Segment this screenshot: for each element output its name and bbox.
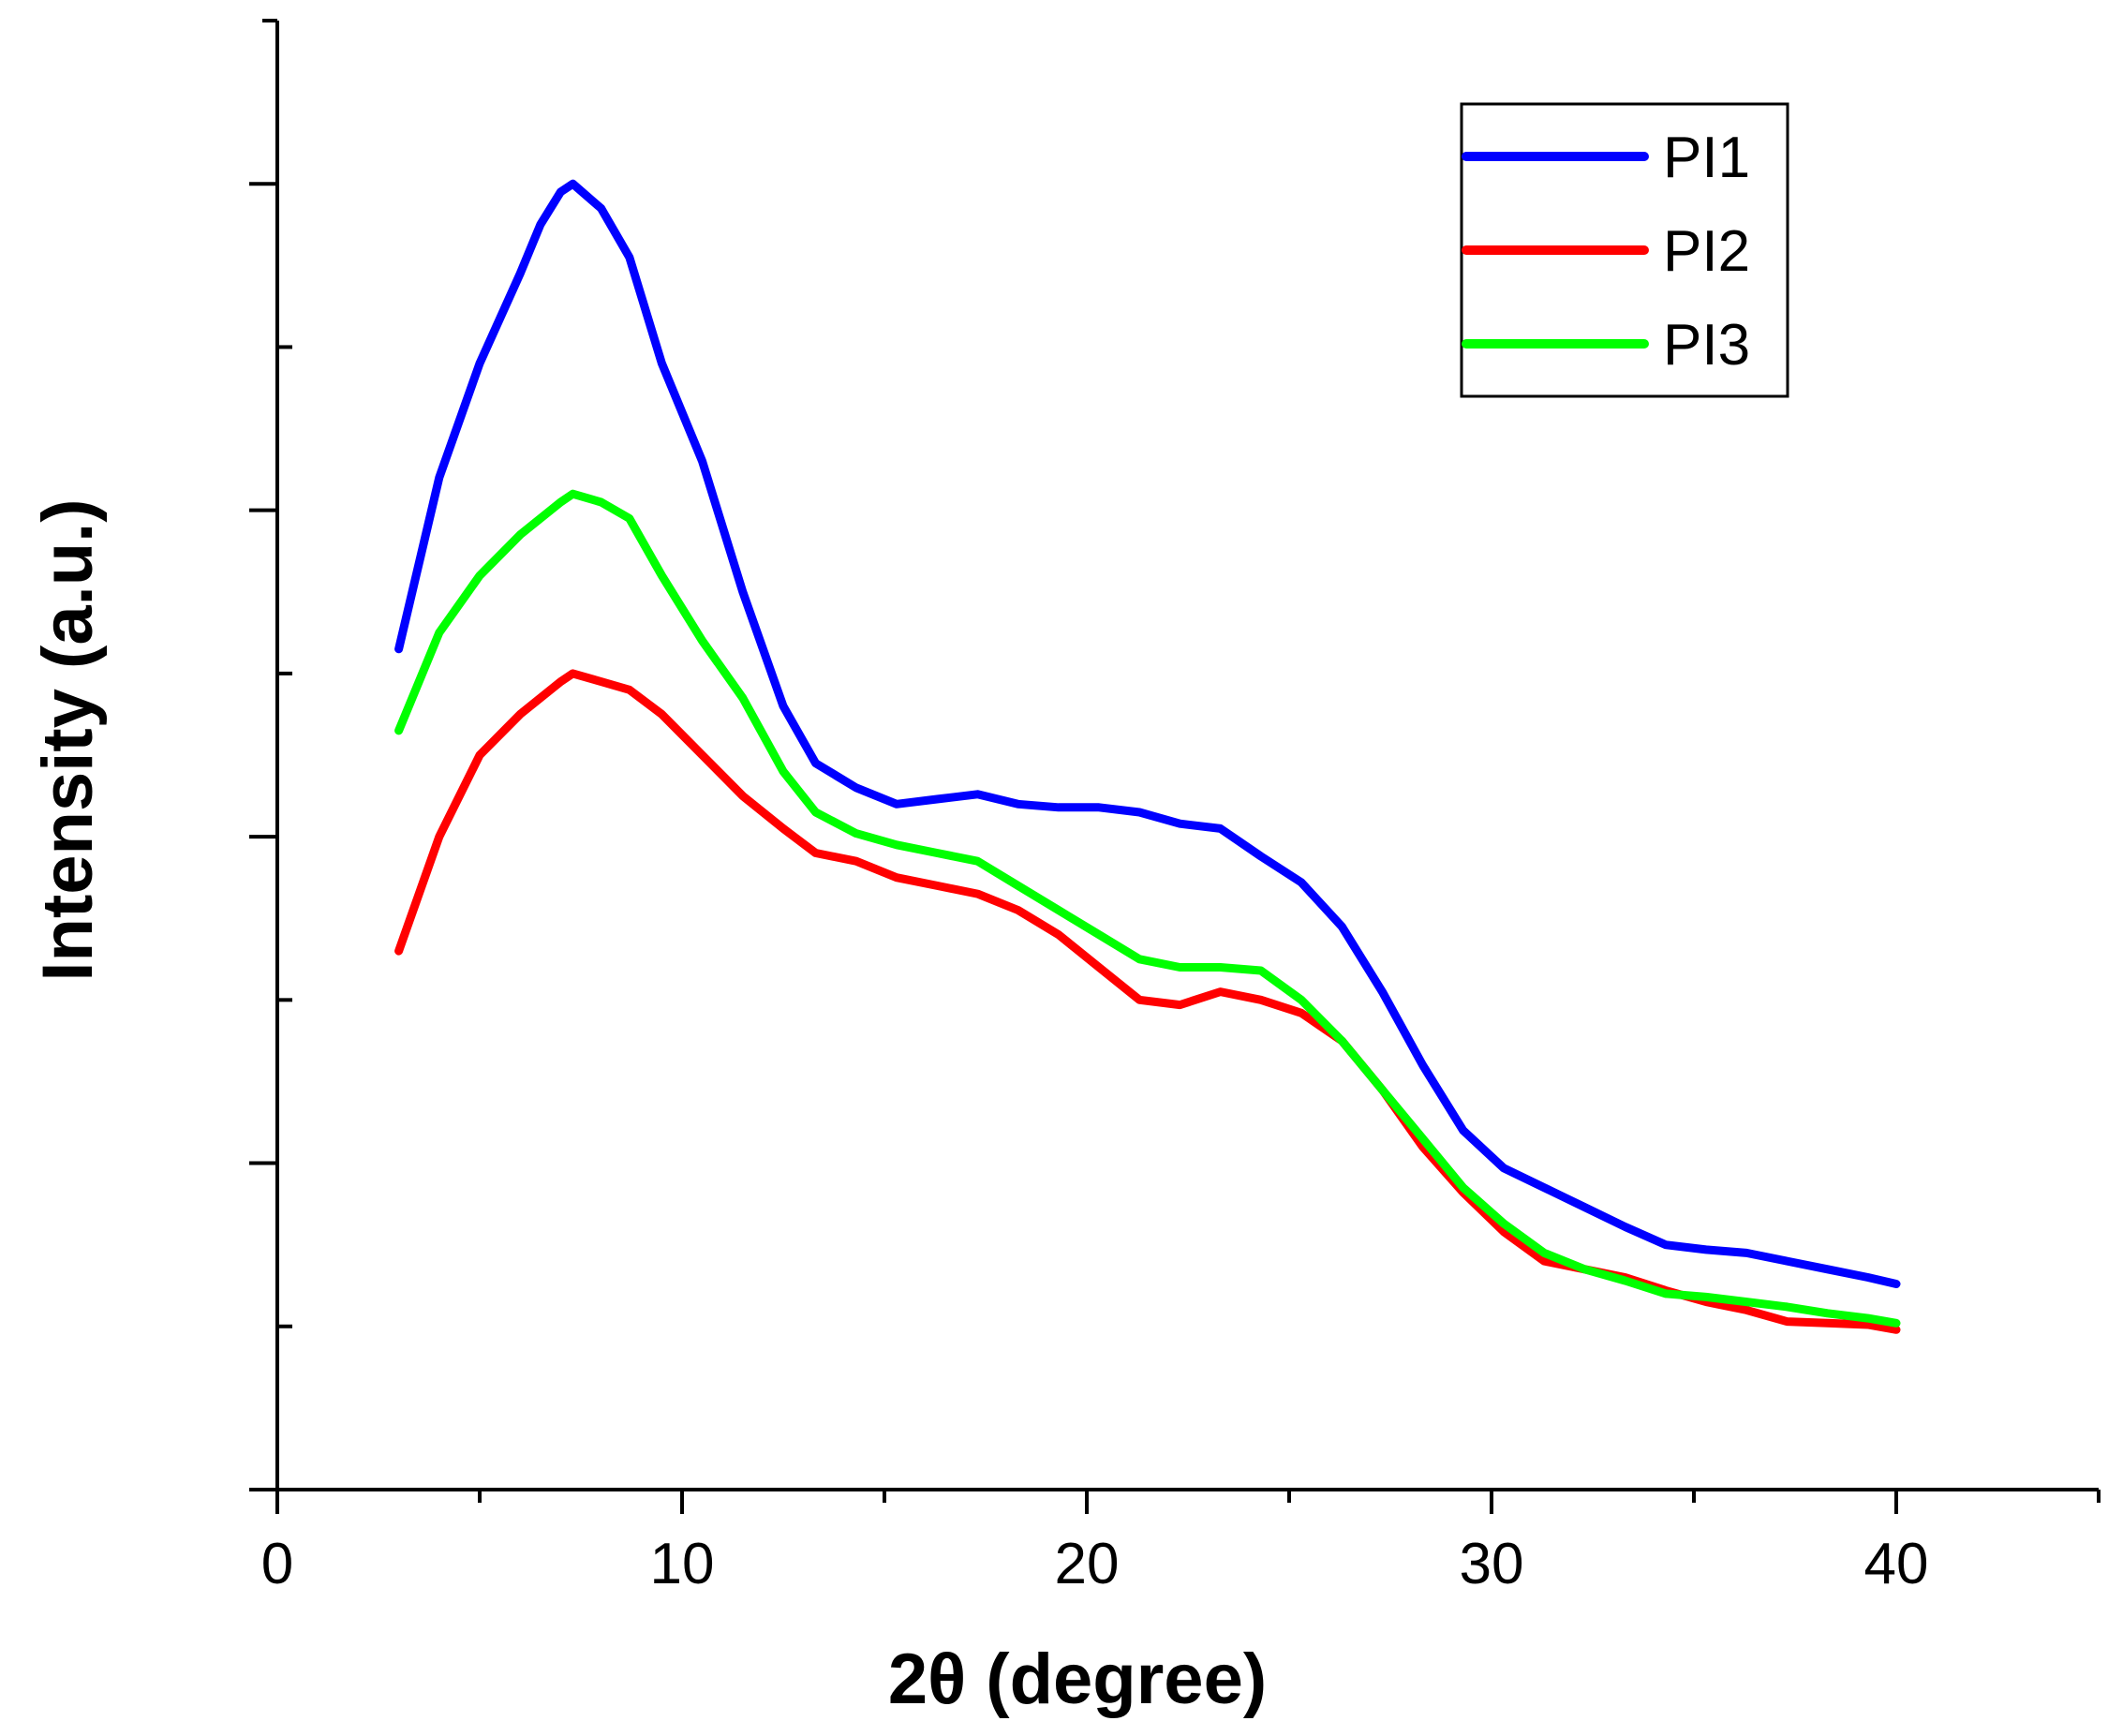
legend-items: PI1 PI2 PI3 xyxy=(1462,126,1750,378)
x-axis-title: 2θ (degree) xyxy=(888,1640,1267,1719)
x-tick-label: 10 xyxy=(650,1532,715,1596)
y-axis-title: Intensity (a.u.) xyxy=(28,498,108,981)
legend: PI1 PI2 PI3 xyxy=(1460,102,1789,398)
x-tick-label: 0 xyxy=(261,1532,293,1596)
series-layer xyxy=(394,179,1901,1334)
x-tick-label: 20 xyxy=(1055,1532,1120,1596)
legend-label-pi3: PI3 xyxy=(1663,313,1750,378)
x-ticks: 0 10 20 30 40 xyxy=(261,1490,2101,1596)
x-tick-label: 40 xyxy=(1864,1532,1929,1596)
series-line-pi3 xyxy=(394,489,1901,1328)
series-line-pi1 xyxy=(394,179,1901,1288)
x-tick-label: 30 xyxy=(1460,1532,1524,1596)
axes xyxy=(249,21,2099,1491)
series-line-pi2 xyxy=(394,669,1901,1334)
legend-label-pi1: PI1 xyxy=(1663,126,1750,190)
legend-label-pi2: PI2 xyxy=(1663,219,1750,284)
y-ticks xyxy=(249,19,292,1328)
